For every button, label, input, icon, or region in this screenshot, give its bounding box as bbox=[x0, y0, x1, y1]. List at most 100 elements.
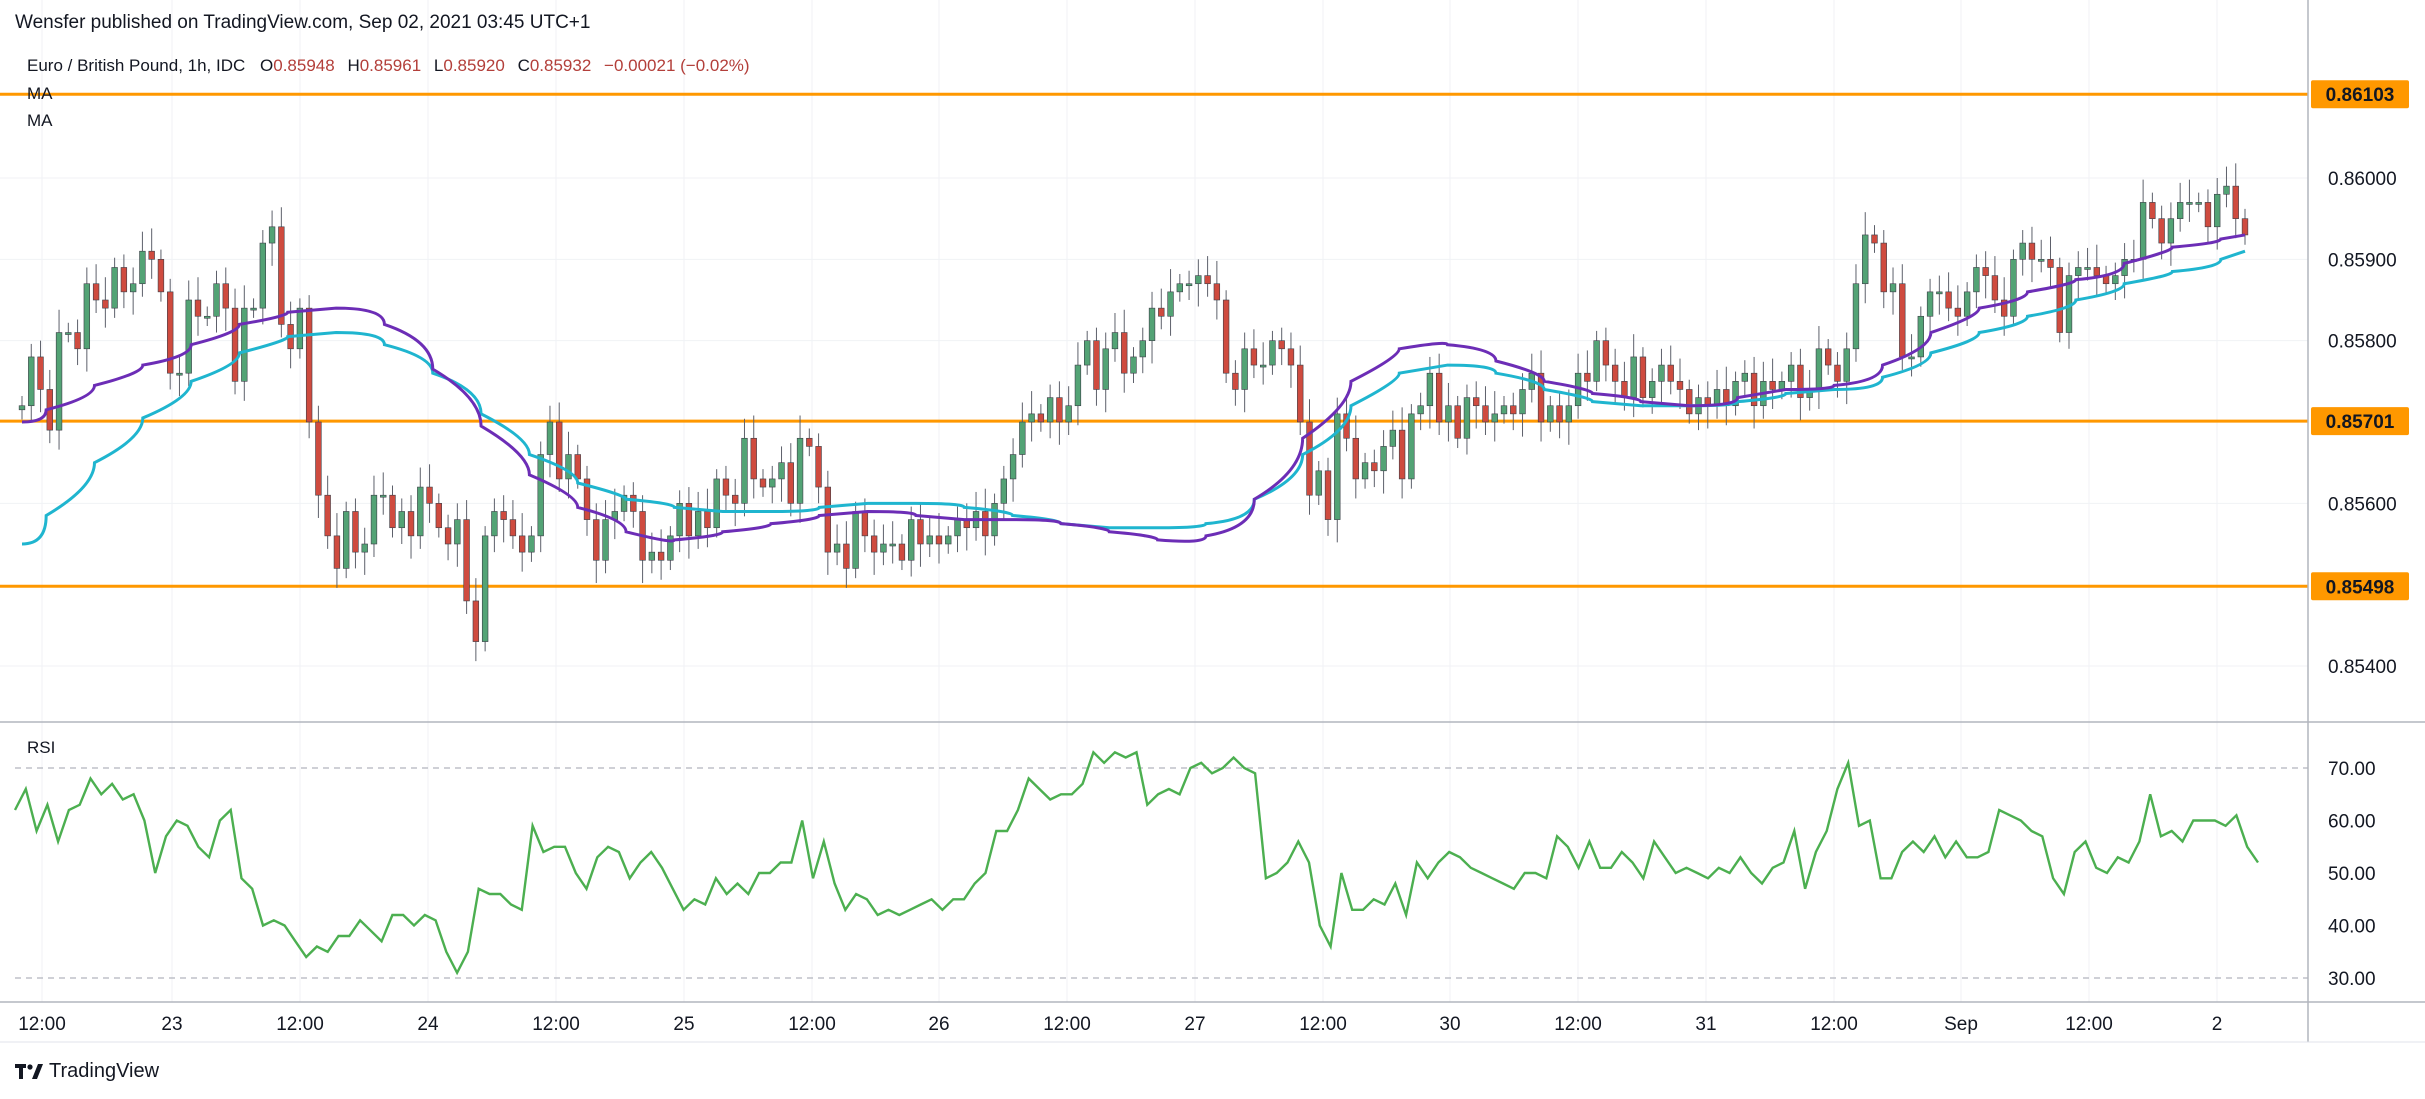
candle-down bbox=[519, 535, 526, 553]
candle-up bbox=[1926, 291, 1934, 317]
rsi-line bbox=[13, 750, 2259, 976]
rsi-pane[interactable] bbox=[13, 750, 2308, 979]
candle-down bbox=[1056, 397, 1063, 423]
candle-down bbox=[722, 478, 730, 496]
price-pane[interactable] bbox=[0, 92, 2308, 662]
candle-down bbox=[305, 307, 313, 423]
candle-up bbox=[926, 535, 933, 545]
candle-down bbox=[657, 551, 665, 561]
candle-up bbox=[1593, 340, 1600, 382]
candle-up bbox=[1426, 372, 1434, 407]
candle-down bbox=[935, 535, 943, 545]
ma-fast-legend[interactable]: MA bbox=[27, 84, 53, 103]
candle-down bbox=[1871, 234, 1878, 244]
candle-up bbox=[454, 519, 461, 545]
candle-down bbox=[1093, 340, 1100, 390]
candle-up bbox=[713, 478, 720, 529]
candle-down bbox=[1982, 267, 1989, 276]
candle-up bbox=[528, 535, 535, 553]
candle-up bbox=[241, 307, 248, 382]
candle-down bbox=[37, 356, 44, 390]
ma-slow-legend[interactable]: MA bbox=[27, 111, 53, 130]
x-tick-label: 23 bbox=[161, 1014, 182, 1035]
candle-up bbox=[1195, 275, 1202, 285]
symbol-legend[interactable]: Euro / British Pound, 1h, IDC O0.85948 H… bbox=[27, 56, 750, 76]
price-tick-label: 0.85600 bbox=[2328, 494, 2397, 515]
candle-down bbox=[1825, 348, 1832, 366]
x-tick-label: 12:00 bbox=[788, 1014, 836, 1035]
candle-up bbox=[880, 543, 887, 553]
price-tick-label: 0.86000 bbox=[2328, 169, 2397, 190]
candle-up bbox=[546, 421, 554, 455]
candle-up bbox=[213, 283, 220, 317]
candle-down bbox=[815, 446, 822, 488]
candle-down bbox=[1945, 291, 1952, 309]
rsi-tick-label: 70.00 bbox=[2328, 759, 2376, 780]
x-tick-label: 12:00 bbox=[1299, 1014, 1347, 1035]
x-tick-label: 12:00 bbox=[1554, 1014, 1602, 1035]
candle-up bbox=[1843, 348, 1850, 382]
candle-up bbox=[2176, 202, 2184, 219]
candle-up bbox=[1176, 283, 1183, 293]
candle-down bbox=[1287, 348, 1295, 366]
candle-down bbox=[148, 250, 155, 260]
candle-down bbox=[2204, 202, 2212, 228]
candle-up bbox=[1065, 405, 1072, 423]
candle-down bbox=[426, 486, 433, 504]
rsi-tick-label: 50.00 bbox=[2328, 864, 2376, 885]
candle-up bbox=[1102, 348, 1109, 390]
candle-down bbox=[1667, 364, 1674, 382]
candle-up bbox=[1074, 364, 1082, 407]
candle-down bbox=[389, 494, 396, 529]
candle-down bbox=[1473, 397, 1480, 407]
open-value: 0.85948 bbox=[273, 56, 335, 75]
x-tick-label: 12:00 bbox=[1810, 1014, 1858, 1035]
candle-up bbox=[1852, 283, 1860, 350]
candle-down bbox=[1232, 372, 1239, 390]
candle-up bbox=[908, 519, 915, 561]
candle-up bbox=[28, 356, 35, 407]
candle-up bbox=[55, 332, 63, 431]
candle-up bbox=[1315, 470, 1322, 496]
level-price-label-bg bbox=[2311, 407, 2409, 436]
candle-down bbox=[1278, 340, 1285, 350]
candle-down bbox=[1676, 381, 1684, 390]
candle-down bbox=[750, 437, 757, 480]
candle-up bbox=[2038, 259, 2045, 262]
candle-up bbox=[741, 437, 748, 504]
candle-down bbox=[352, 511, 359, 553]
candle-down bbox=[2093, 267, 2100, 276]
candle-up bbox=[1028, 413, 1035, 423]
candle-down bbox=[806, 437, 813, 447]
candle-up bbox=[1167, 291, 1174, 317]
x-tick-label: 12:00 bbox=[1043, 1014, 1091, 1035]
candle-up bbox=[1148, 307, 1156, 341]
candle-up bbox=[565, 454, 572, 480]
candle-down bbox=[574, 454, 581, 480]
tradingview-brand[interactable]: TradingView bbox=[15, 1060, 159, 1083]
price-tick-label: 0.85400 bbox=[2328, 657, 2397, 678]
candle-down bbox=[759, 478, 767, 488]
candle-up bbox=[1500, 405, 1508, 415]
candle-up bbox=[537, 454, 544, 537]
low-key: L bbox=[433, 56, 444, 75]
candle-up bbox=[1491, 413, 1498, 423]
candle-up bbox=[2139, 202, 2147, 260]
x-tick-label: 24 bbox=[417, 1014, 439, 1035]
candle-down bbox=[583, 478, 591, 520]
level-price-label-bg bbox=[2311, 80, 2409, 109]
candle-up bbox=[1009, 454, 1017, 480]
x-tick-label: 31 bbox=[1695, 1014, 1716, 1035]
rsi-legend[interactable]: RSI bbox=[27, 738, 56, 757]
candle-up bbox=[2214, 193, 2221, 228]
candle-up bbox=[1408, 413, 1415, 480]
candle-up bbox=[361, 543, 368, 553]
candle-down bbox=[2241, 218, 2249, 236]
x-tick-label: 25 bbox=[673, 1014, 694, 1035]
candle-down bbox=[1454, 405, 1461, 439]
candle-up bbox=[417, 486, 424, 537]
candle-down bbox=[500, 511, 507, 520]
candle-up bbox=[176, 372, 183, 376]
candle-down bbox=[1556, 405, 1563, 423]
candle-down bbox=[1834, 364, 1841, 382]
